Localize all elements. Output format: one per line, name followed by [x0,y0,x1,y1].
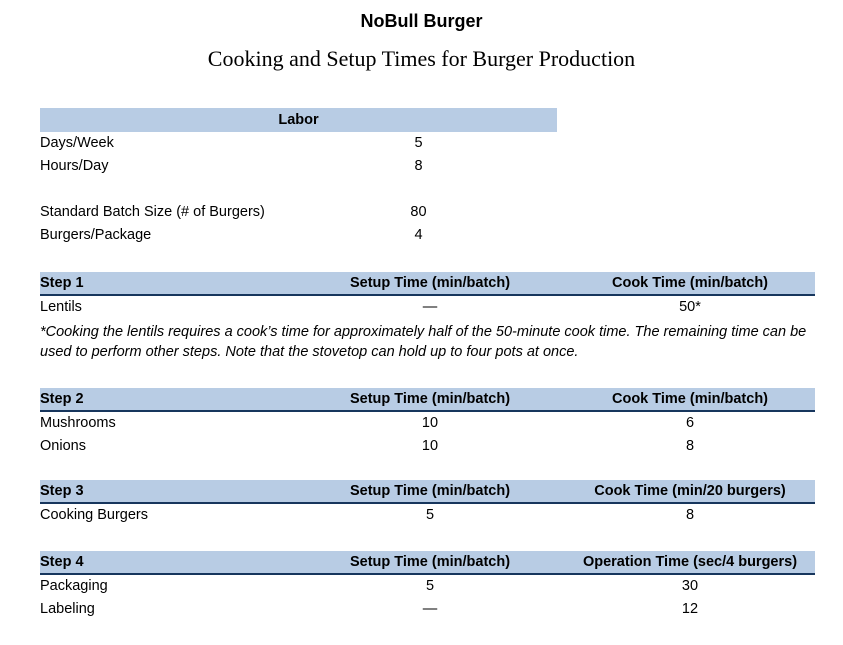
labor-row-value: 4 [414,227,423,243]
operation-time-value: 30 [681,578,699,594]
setup-time-header: Setup Time (min/batch) [349,275,511,291]
cook-time-header: Cook Time (min/batch) [611,275,769,291]
step3-header-row: Step 3 Setup Time (min/batch) Cook Time … [40,480,815,504]
setup-time-header: Setup Time (min/batch) [349,554,511,570]
setup-time-value: 5 [425,507,435,523]
doc-title: NoBull Burger [360,11,483,31]
lentils-footnote: *Cooking the lentils requires a cook’s t… [40,324,807,360]
table-row: Days/Week 5 [40,132,557,155]
table-row: Cooking Burgers 5 8 [40,504,815,527]
item-label: Packaging [40,578,108,594]
item-label: Lentils [40,299,82,315]
step2-table: Step 2 Setup Time (min/batch) Cook Time … [40,388,815,458]
step1-header-row: Step 1 Setup Time (min/batch) Cook Time … [40,272,815,296]
labor-row-label: Standard Batch Size (# of Burgers) [40,204,265,220]
setup-time-value: 5 [425,578,435,594]
table-row: Standard Batch Size (# of Burgers) 80 [40,201,557,224]
step4-header-row: Step 4 Setup Time (min/batch) Operation … [40,551,815,575]
item-label: Cooking Burgers [40,507,148,523]
step-title: Step 4 [40,554,84,570]
cook-time-value: 8 [685,438,695,454]
operation-time-value: 12 [681,601,699,617]
doc-subtitle: Cooking and Setup Times for Burger Produ… [207,46,636,71]
setup-time-value: 10 [421,438,439,454]
setup-time-header: Setup Time (min/batch) [349,391,511,407]
setup-time-value: — [422,601,438,617]
labor-table: Labor Days/Week 5 Hours/Day 8 Standard B… [40,108,557,247]
labor-table-header: Labor [40,108,557,132]
step-title: Step 1 [40,275,84,291]
step-title: Step 2 [40,391,84,407]
table-row: Packaging 5 30 [40,575,815,598]
setup-time-value: 10 [421,415,439,431]
labor-row-label: Hours/Day [40,158,109,174]
step4-table: Step 4 Setup Time (min/batch) Operation … [40,551,815,621]
labor-row-value: 5 [414,135,423,151]
cook-time-header: Cook Time (min/20 burgers) [594,483,786,499]
blank-row [40,178,557,201]
cook-time-value: 8 [685,507,695,523]
table-row: Onions 10 8 [40,435,815,458]
item-label: Mushrooms [40,415,116,431]
item-label: Onions [40,438,86,454]
labor-row-value: 80 [410,204,427,220]
step2-header-row: Step 2 Setup Time (min/batch) Cook Time … [40,388,815,412]
labor-row-value: 8 [414,158,423,174]
setup-time-header: Setup Time (min/batch) [349,483,511,499]
labor-row-label: Burgers/Package [40,227,152,243]
table-row: Mushrooms 10 6 [40,412,815,435]
step1-table: Step 1 Setup Time (min/batch) Cook Time … [40,272,815,362]
table-row: Lentils — 50* [40,296,815,319]
item-label: Labeling [40,601,95,617]
step-title: Step 3 [40,483,84,499]
cook-time-value: 50* [679,299,701,315]
cook-time-value: 6 [685,415,695,431]
operation-time-header: Operation Time (sec/4 burgers) [582,554,798,570]
table-row: Hours/Day 8 [40,155,557,178]
cook-time-header: Cook Time (min/batch) [611,391,769,407]
labor-row-label: Days/Week [40,135,114,151]
table-row: Labeling — 12 [40,598,815,621]
table-row: Burgers/Package 4 [40,224,557,247]
step3-table: Step 3 Setup Time (min/batch) Cook Time … [40,480,815,527]
setup-time-value: — [422,299,438,315]
